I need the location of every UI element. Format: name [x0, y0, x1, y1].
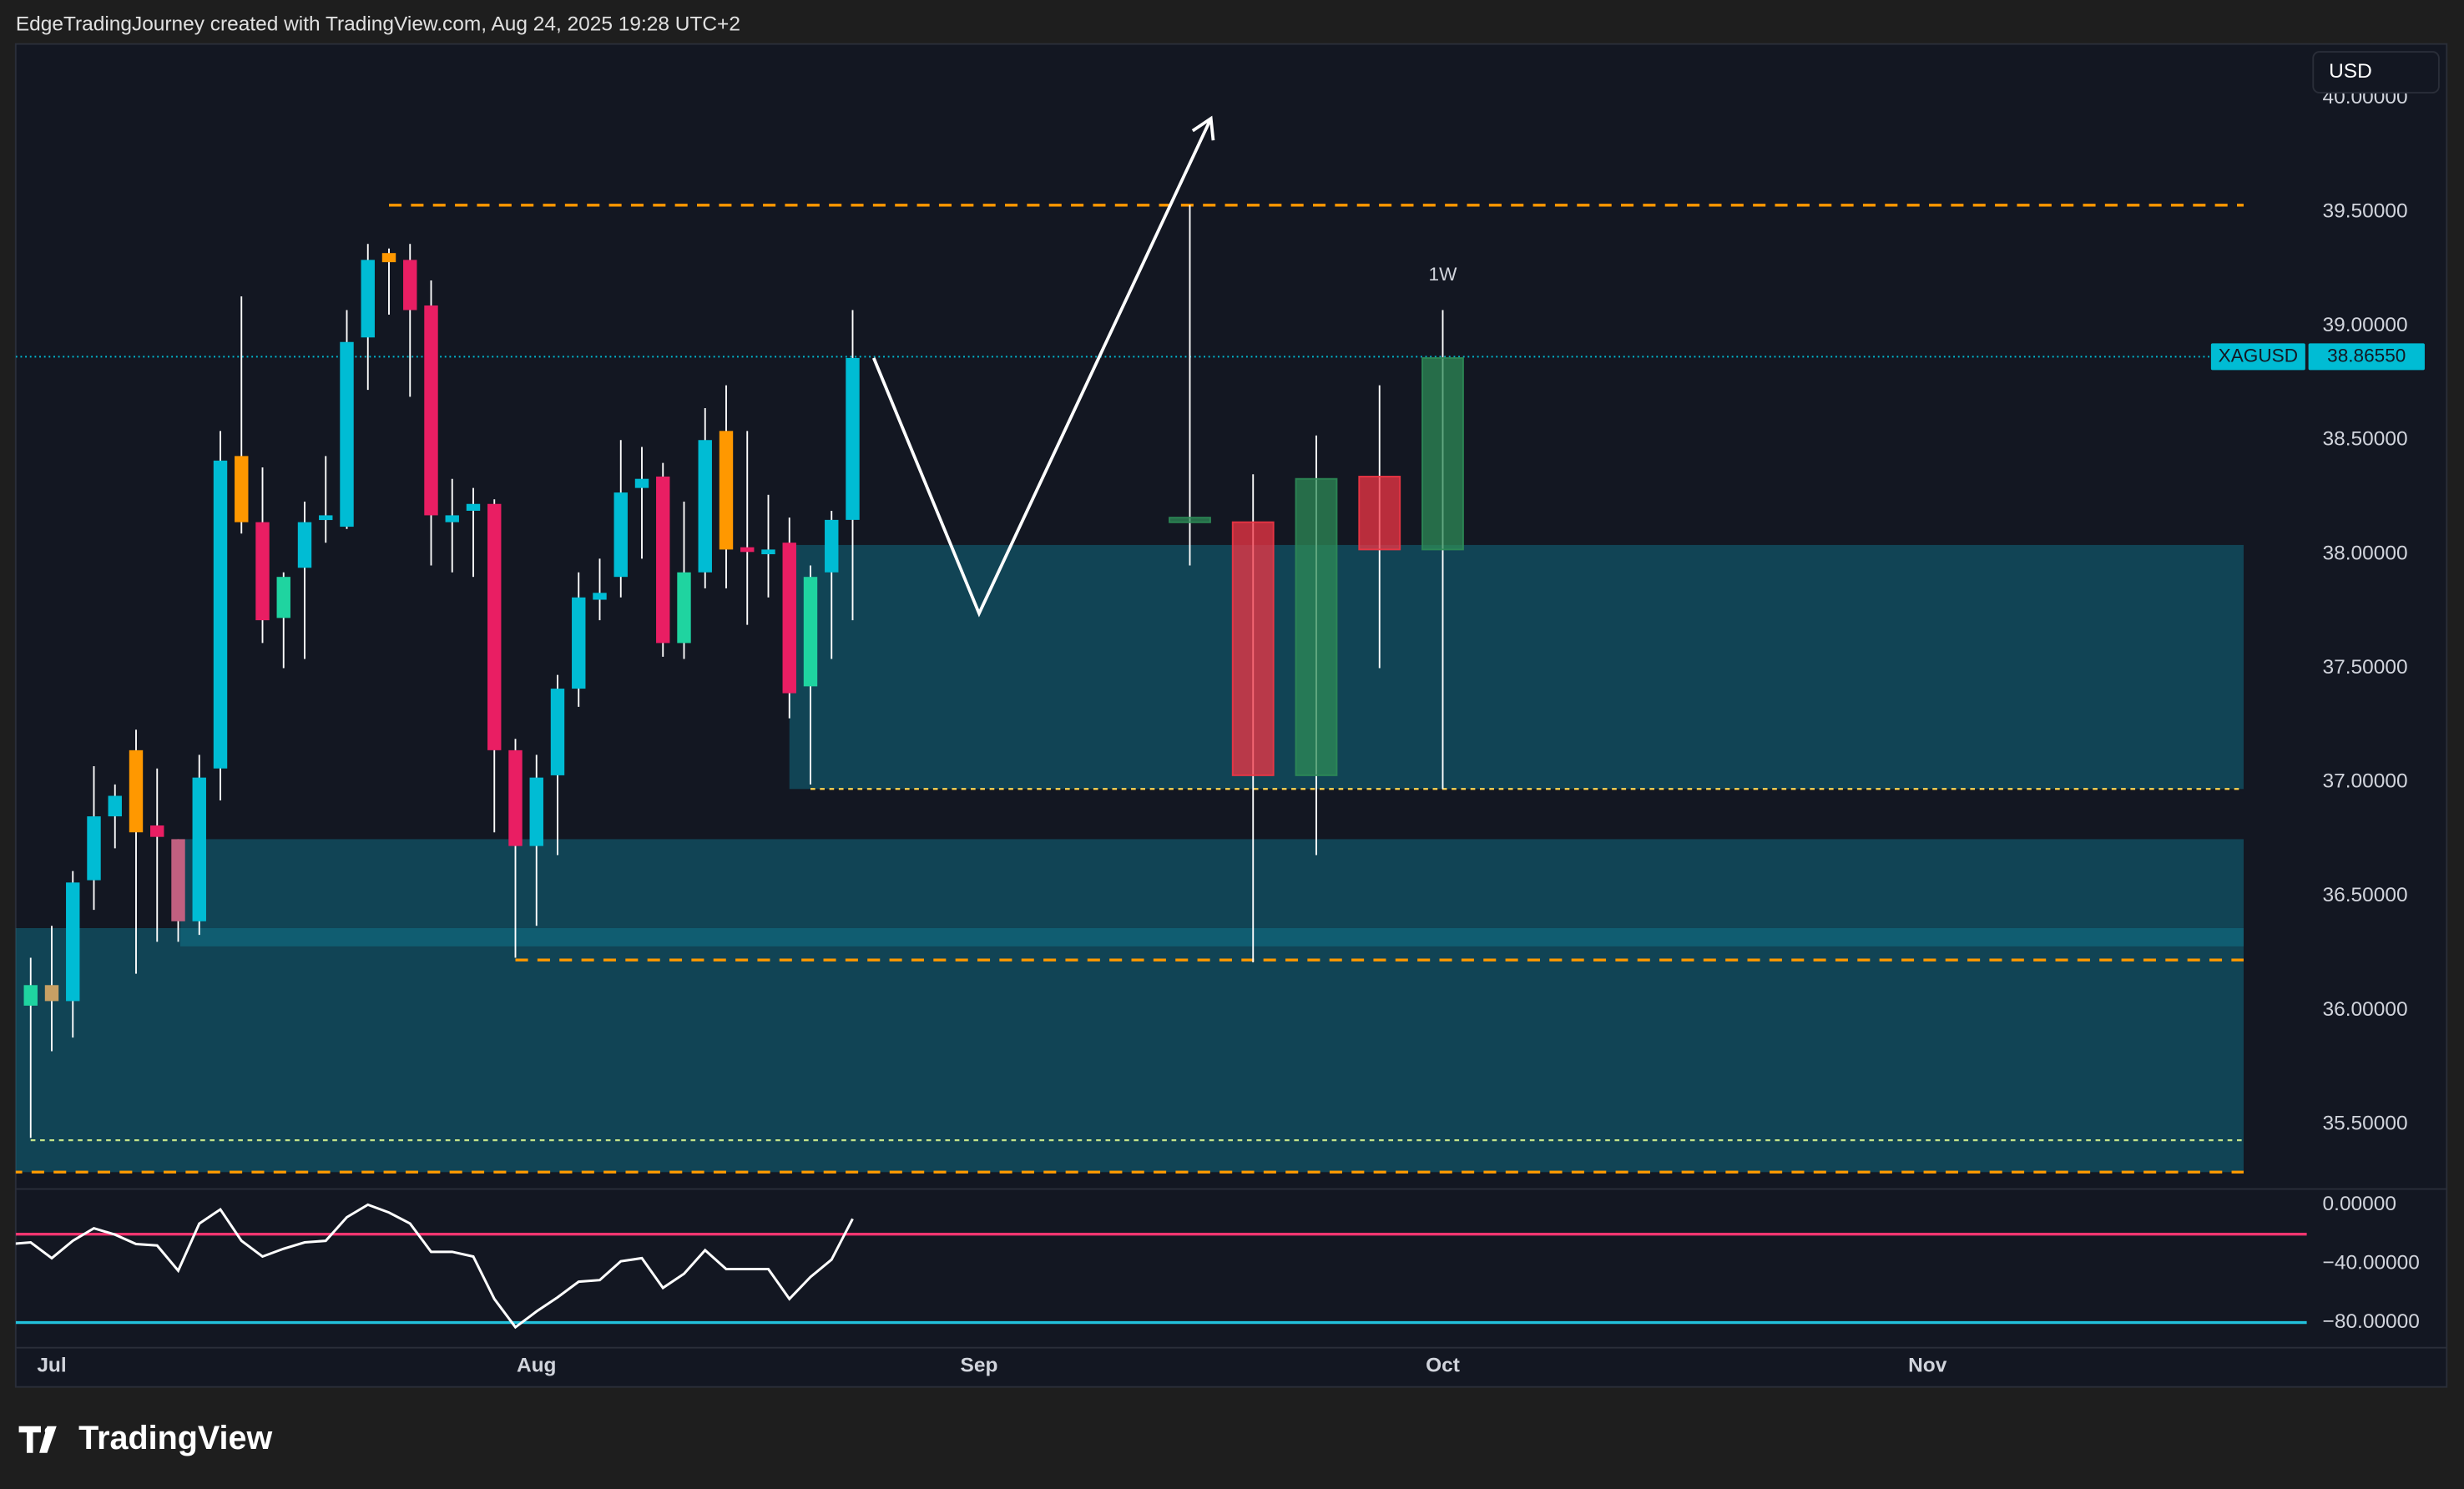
chart-frame [14, 43, 2448, 1388]
candle-body [66, 882, 80, 1002]
candle-body [340, 341, 354, 527]
arrow-path [872, 118, 1213, 618]
y-tick-label: 39.50000 [2323, 199, 2408, 222]
currency-label: USD [2329, 60, 2372, 83]
candle-body [276, 577, 290, 618]
candle-body [487, 503, 502, 750]
oscillator-tick-label: −40.00000 [2323, 1251, 2420, 1274]
candle-body [255, 522, 270, 621]
logo-dot [44, 1426, 53, 1436]
weekly-label: 1W [1429, 264, 1458, 285]
y-tick-label: 38.50000 [2323, 428, 2408, 451]
candle-body [319, 515, 333, 521]
candle-body [846, 357, 860, 520]
candle-body [213, 460, 228, 769]
oscillator-pane [15, 1203, 2307, 1330]
y-tick-label: 37.50000 [2323, 656, 2408, 679]
candle-body [803, 577, 818, 687]
candle-body [782, 543, 796, 694]
candle-body [424, 305, 438, 516]
candle-body [150, 825, 164, 837]
candle-body [192, 777, 206, 921]
symbol-label: XAGUSD [2219, 345, 2298, 366]
last-price-label: 38.86550 [2327, 345, 2406, 366]
candle-body [677, 572, 691, 644]
candle-body [23, 985, 38, 1006]
y-tick-label: 36.50000 [2323, 884, 2408, 906]
candle-body [361, 260, 375, 338]
arrow-head [1191, 115, 1215, 141]
y-tick-label: 38.00000 [2323, 542, 2408, 564]
y-tick-label: 39.00000 [2323, 314, 2408, 336]
candle-body [613, 492, 628, 578]
candle-body [719, 431, 734, 550]
symbol-badge [2210, 343, 2305, 371]
candle-body [445, 515, 459, 522]
y-tick-label: 35.50000 [2323, 1112, 2408, 1134]
candle-body [550, 689, 565, 775]
header: EdgeTradingJourney created with TradingV… [16, 13, 740, 36]
candle-body [593, 593, 607, 600]
x-tick-label: Aug [517, 1355, 557, 1377]
x-tick-label: Sep [961, 1355, 998, 1377]
y-tick-label: 36.00000 [2323, 998, 2408, 1021]
candle-body [44, 985, 59, 1002]
candle-body [529, 777, 543, 846]
candle-body [634, 478, 649, 488]
candle-body [108, 795, 122, 817]
candle-body [381, 253, 396, 263]
zone [789, 544, 2244, 790]
candle-body [87, 816, 101, 881]
x-tick-label: Oct [1426, 1355, 1460, 1377]
zone [15, 927, 2244, 1173]
weekly-body [1421, 356, 1464, 551]
weekly-body [1358, 476, 1401, 551]
price-badge [2308, 343, 2425, 371]
logo: TradingView [18, 1420, 272, 1456]
x-tick-label: Nov [1908, 1355, 1947, 1377]
candle-body [508, 750, 523, 846]
price-pane: 1W [15, 115, 2307, 1174]
weekly-body [1169, 517, 1211, 523]
candle-body [740, 547, 755, 553]
candle-body [403, 260, 417, 310]
weekly-body [1295, 477, 1338, 776]
x-tick-label: Jul [37, 1355, 66, 1377]
weekly-body [1231, 521, 1275, 776]
logo-text: TradingView [78, 1420, 272, 1456]
candle-body [171, 839, 185, 921]
oscillator-tick-label: −80.00000 [2323, 1310, 2420, 1333]
candle-body [572, 597, 586, 689]
candle-body [698, 440, 712, 573]
candle-body [129, 750, 144, 833]
candle-body [761, 549, 775, 555]
oscillator-line [15, 1203, 854, 1330]
candle-body [297, 522, 312, 568]
candle-body [235, 456, 249, 522]
currency-button[interactable] [2312, 51, 2440, 93]
y-tick-label: 37.00000 [2323, 770, 2408, 793]
candle-body [825, 519, 839, 573]
oscillator-tick-label: 0.00000 [2323, 1193, 2396, 1215]
candle-body [656, 476, 670, 644]
candle-body [466, 503, 481, 511]
zone [180, 839, 2244, 946]
